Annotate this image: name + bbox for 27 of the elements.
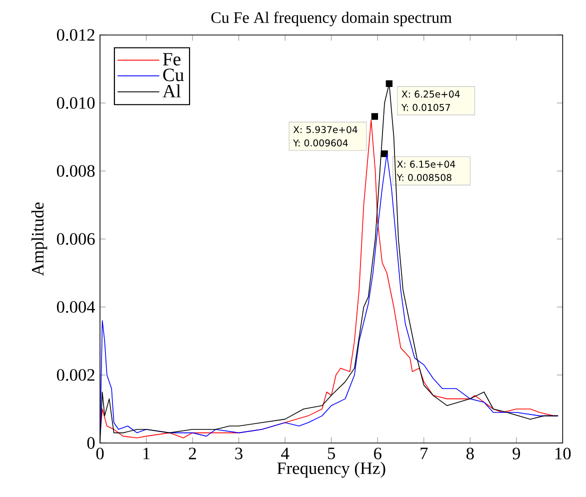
legend-label: Cu bbox=[163, 68, 184, 82]
x-tick-label: 6 bbox=[374, 448, 382, 460]
x-tick-label: 2 bbox=[188, 448, 196, 460]
annotation: X: 6.25e+04 Y: 0.01057 bbox=[401, 90, 460, 111]
y-tick-label: 0.002 bbox=[56, 369, 94, 381]
annotation: X: 6.15e+04 Y: 0.008508 bbox=[396, 160, 456, 182]
legend-label: Fe bbox=[162, 53, 180, 66]
x-tick-label: 1 bbox=[143, 448, 150, 460]
y-tick-label: 0.008 bbox=[56, 165, 95, 177]
y-tick-label: 0 bbox=[87, 437, 95, 449]
x-tick-label: 0 bbox=[96, 448, 104, 460]
x-tick-label: 3 bbox=[235, 448, 242, 460]
x-tick-label: 4 bbox=[281, 448, 290, 460]
annotation: X: 5.937e+04 Y: 0.009604 bbox=[293, 126, 358, 146]
y-tick-label: 0.006 bbox=[56, 233, 95, 245]
x-tick-label: 9 bbox=[512, 448, 520, 460]
x-tick-label: 7 bbox=[420, 448, 428, 460]
y-tick-label: 0.004 bbox=[56, 301, 96, 313]
chart-title: Cu Fe Al frequency domain spectrum bbox=[211, 12, 452, 26]
y-tick-label: 0.010 bbox=[56, 97, 95, 109]
x-axis-title: Frequency (Hz) bbox=[277, 462, 386, 478]
legend-label: Al bbox=[162, 84, 181, 98]
x-tick-label: 5 bbox=[328, 448, 335, 460]
x-tick-label: 8 bbox=[466, 448, 474, 460]
x-tick-label: 10 bbox=[556, 448, 571, 460]
y-tick-label: 0.012 bbox=[56, 29, 94, 41]
y-axis-title: Amplitude bbox=[31, 202, 48, 276]
